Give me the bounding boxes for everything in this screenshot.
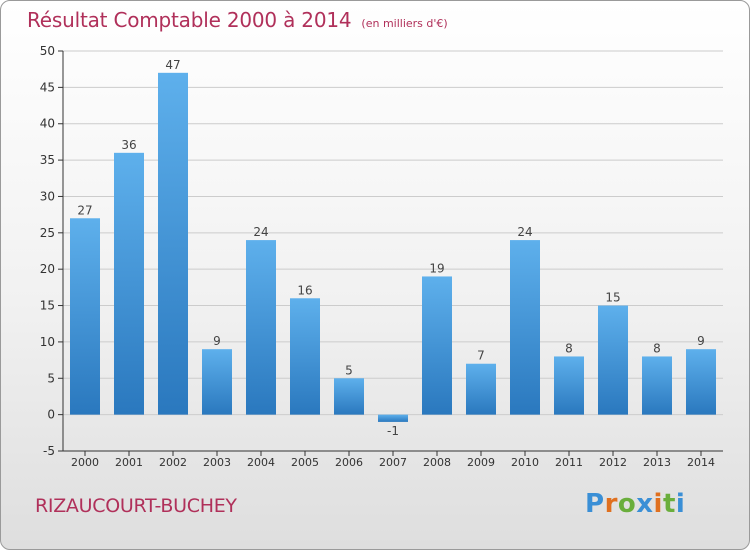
x-tick-label-2006: 2006 bbox=[335, 456, 363, 469]
data-label-2009: 7 bbox=[477, 349, 485, 363]
data-label-2008: 19 bbox=[429, 261, 444, 275]
y-tick-label: 10 bbox=[40, 335, 55, 349]
y-tick-label: 20 bbox=[40, 262, 55, 276]
y-tick-label: 30 bbox=[40, 189, 55, 203]
data-label-2002: 47 bbox=[165, 58, 180, 72]
x-tick-label-2000: 2000 bbox=[71, 456, 99, 469]
x-tick-label-2003: 2003 bbox=[203, 456, 231, 469]
chart-title: Résultat Comptable 2000 à 2014 bbox=[27, 8, 352, 32]
bar-2007 bbox=[378, 414, 408, 422]
data-label-2005: 16 bbox=[297, 283, 312, 297]
data-label-2011: 8 bbox=[565, 341, 573, 355]
x-tick-label-2007: 2007 bbox=[379, 456, 407, 469]
x-tick-label-2008: 2008 bbox=[423, 456, 451, 469]
brand-letter: r bbox=[604, 489, 618, 519]
bar-2009 bbox=[466, 363, 496, 415]
bar-2002 bbox=[158, 72, 188, 415]
x-tick-label-2002: 2002 bbox=[159, 456, 187, 469]
y-tick-labels: -5 0 5 10 15 20 25 30 35 40 45 50 bbox=[40, 44, 55, 458]
bar-2005 bbox=[290, 298, 320, 415]
x-tick-label-2004: 2004 bbox=[247, 456, 275, 469]
y-tick-label: 50 bbox=[40, 44, 55, 58]
bar-2013 bbox=[642, 356, 672, 415]
data-label-2007: -1 bbox=[387, 424, 399, 438]
bar-2010 bbox=[510, 240, 540, 415]
x-tick-label-2009: 2009 bbox=[467, 456, 495, 469]
data-label-2013: 8 bbox=[653, 341, 661, 355]
y-tick-label: 45 bbox=[40, 80, 55, 94]
x-tick-label-2001: 2001 bbox=[115, 456, 143, 469]
y-tick-label: 35 bbox=[40, 153, 55, 167]
axes bbox=[58, 50, 723, 456]
brand-letter: i bbox=[653, 489, 663, 519]
bar-2001 bbox=[114, 152, 144, 415]
data-label-2001: 36 bbox=[121, 138, 136, 152]
bar-2011 bbox=[554, 356, 584, 415]
y-tick-label: 0 bbox=[47, 408, 55, 422]
y-tick-label: -5 bbox=[43, 444, 55, 458]
chart-title-block: Résultat Comptable 2000 à 2014 (en millie… bbox=[27, 8, 448, 32]
data-label-2006: 5 bbox=[345, 363, 353, 377]
x-tick-label-2005: 2005 bbox=[291, 456, 319, 469]
data-label-2003: 9 bbox=[213, 334, 221, 348]
data-label-2014: 9 bbox=[697, 334, 705, 348]
brand-letter: o bbox=[617, 489, 637, 519]
bar-2014 bbox=[686, 349, 716, 415]
bar-2012 bbox=[598, 305, 628, 415]
bar-2008 bbox=[422, 276, 452, 415]
bar-2004 bbox=[246, 240, 276, 415]
y-tick-label: 25 bbox=[40, 226, 55, 240]
y-tick-label: 40 bbox=[40, 117, 55, 131]
x-tick-label-2010: 2010 bbox=[511, 456, 539, 469]
brand-letter: P bbox=[585, 489, 605, 519]
data-label-2010: 24 bbox=[517, 225, 532, 239]
data-label-2000: 27 bbox=[77, 203, 92, 217]
y-tick-label: 5 bbox=[47, 371, 55, 385]
data-label-2012: 15 bbox=[605, 291, 620, 305]
x-tick-label-2013: 2013 bbox=[643, 456, 671, 469]
y-tick-label: 15 bbox=[40, 299, 55, 313]
data-label-2004: 24 bbox=[253, 225, 268, 239]
x-tick-labels: 2000 2001 2002 2003 2004 2005 2006 2007 2008 2009… bbox=[71, 456, 715, 469]
bar-2003 bbox=[202, 349, 232, 415]
brand-logo: Proxiti bbox=[585, 489, 685, 519]
brand-letter: i bbox=[675, 489, 686, 519]
data-labels: 27 36 47 9 24 16 5 -1 19 7 24 8 15 8 9 bbox=[77, 58, 704, 438]
unit-note: (en milliers d'€) bbox=[361, 17, 448, 30]
bar-2000 bbox=[70, 218, 100, 415]
x-tick-label-2011: 2011 bbox=[555, 456, 583, 469]
bars bbox=[70, 72, 716, 422]
x-tick-label-2014: 2014 bbox=[687, 456, 715, 469]
brand-letter: t bbox=[662, 489, 676, 519]
x-tick-label-2012: 2012 bbox=[599, 456, 627, 469]
brand-letter: x bbox=[636, 489, 654, 519]
commune-name: RIZAUCOURT-BUCHEY bbox=[35, 495, 237, 517]
bar-2006 bbox=[334, 378, 364, 415]
